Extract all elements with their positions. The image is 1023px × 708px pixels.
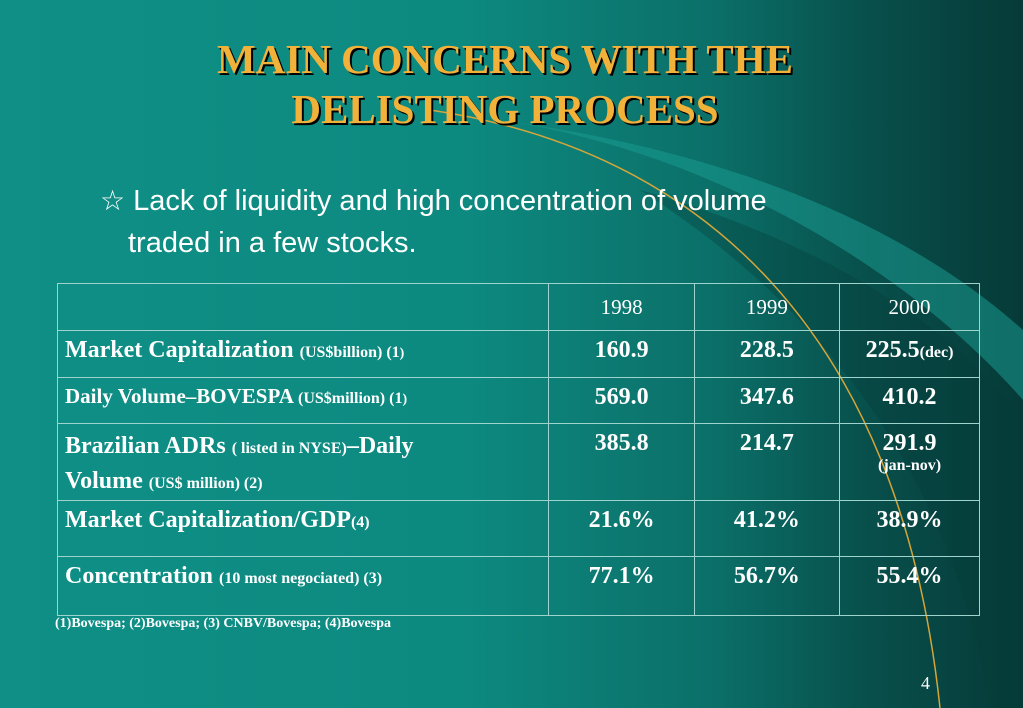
swoosh-light-band [500, 120, 1023, 400]
row-label: Concentration (10 most negociated) (3) [56, 556, 550, 616]
cell-2000: 291.9 (jan-nov) [839, 423, 980, 501]
row-label-main-3: Volume [65, 468, 149, 494]
row-label-unit: (US$billion) (1 [299, 344, 400, 361]
cell-1998: 160.9 [548, 330, 695, 378]
header-cell-1999: 1999 [693, 283, 841, 331]
row-label-main: Concentration [65, 563, 219, 589]
value-1998: 569.0 [594, 384, 649, 410]
row-label-main: Daily Volume–BOVESPA [65, 384, 298, 408]
table-row: Daily Volume–BOVESPA (US$million) (1) 56… [56, 377, 980, 424]
row-label-unit: (US$million) (1 [298, 390, 403, 407]
row-label-main: Market Capitalization [65, 337, 300, 363]
row-label-main: Brazilian ADRs [65, 433, 232, 459]
cell-1998: 569.0 [548, 377, 695, 424]
bullet-text-line-1: Lack of liquidity and high concentration… [133, 185, 767, 217]
header-cell-1998: 1998 [548, 283, 695, 331]
bullet-text-line-2: traded in a few stocks. [128, 227, 417, 259]
value-1998: 385.8 [594, 430, 649, 456]
value-1999: 228.5 [739, 337, 794, 363]
cell-1999: 56.7% [693, 556, 841, 616]
row-label: Daily Volume–BOVESPA (US$million) (1) [56, 377, 550, 424]
table-row: Brazilian ADRs ( listed in NYSE)–Daily V… [56, 423, 980, 501]
header-cell-empty [56, 283, 550, 331]
value-2000: 38.9% [876, 507, 943, 533]
row-label: Brazilian ADRs ( listed in NYSE)–Daily V… [56, 423, 550, 501]
cell-1998: 21.6% [548, 500, 695, 557]
bullet-point: ☆ Lack of liquidity and high concentratio… [100, 180, 940, 264]
cell-1998: 77.1% [548, 556, 695, 616]
value-2000: 291.9 [882, 430, 937, 456]
cell-2000: 225.5(dec) [839, 330, 980, 378]
row-label-unit: (10 most negociated) (3) [218, 570, 383, 587]
value-1999: 56.7% [733, 563, 800, 589]
value-1998: 160.9 [594, 337, 649, 363]
page-number: 4 [921, 673, 930, 693]
row-label-main-2: –Daily [346, 433, 414, 459]
slide-title: MAIN CONCERNS WITH THE DELISTING PROCESS [0, 34, 1010, 134]
cell-2000: 410.2 [839, 377, 980, 424]
cell-1999: 228.5 [693, 330, 841, 378]
value-2000-note: (dec) [919, 344, 954, 361]
value-1999: 214.7 [739, 430, 794, 456]
value-1998: 21.6% [588, 507, 655, 533]
value-2000: 225.5 [865, 337, 920, 363]
title-line-2: DELISTING PROCESS [291, 86, 719, 132]
value-2000: 410.2 [882, 384, 937, 410]
row-label-paren: ) [399, 346, 405, 361]
value-2000-note: (jan-nov) [877, 457, 942, 474]
table-header-row: 1998 1999 2000 [56, 283, 980, 331]
table-row: Market Capitalization (US$billion) (1) 1… [56, 330, 980, 378]
table-row: Market Capitalization/GDP(4) 21.6% 41.2%… [56, 500, 980, 557]
value-1998: 77.1% [588, 563, 655, 589]
table-row: Concentration (10 most negociated) (3) 7… [56, 556, 980, 616]
row-label-paren: ) [402, 392, 408, 407]
cell-2000: 55.4% [839, 556, 980, 616]
cell-1998: 385.8 [548, 423, 695, 501]
value-1999: 347.6 [739, 384, 794, 410]
star-outline-icon: ☆ [100, 185, 126, 216]
row-label: Market Capitalization (US$billion) (1) [56, 330, 550, 378]
row-label-unit-2: (US$ million) (2) [148, 475, 263, 492]
row-label-main: Market Capitalization/GDP [65, 507, 351, 533]
row-label-unit: (4) [350, 514, 370, 531]
footnote: (1)Bovespa; (2)Bovespa; (3) CNBV/Bovespa… [55, 616, 391, 631]
cell-1999: 41.2% [693, 500, 841, 557]
cell-1999: 214.7 [693, 423, 841, 501]
cell-2000: 38.9% [839, 500, 980, 557]
title-line-1: MAIN CONCERNS WITH THE [216, 36, 793, 82]
header-cell-2000: 2000 [839, 283, 980, 331]
data-table: 1998 1999 2000 Market Capitalization (US… [56, 283, 980, 616]
value-2000: 55.4% [876, 563, 943, 589]
row-label: Market Capitalization/GDP(4) [56, 500, 550, 557]
cell-1999: 347.6 [693, 377, 841, 424]
row-label-unit: ( listed in NYSE) [231, 440, 347, 457]
value-1999: 41.2% [733, 507, 800, 533]
